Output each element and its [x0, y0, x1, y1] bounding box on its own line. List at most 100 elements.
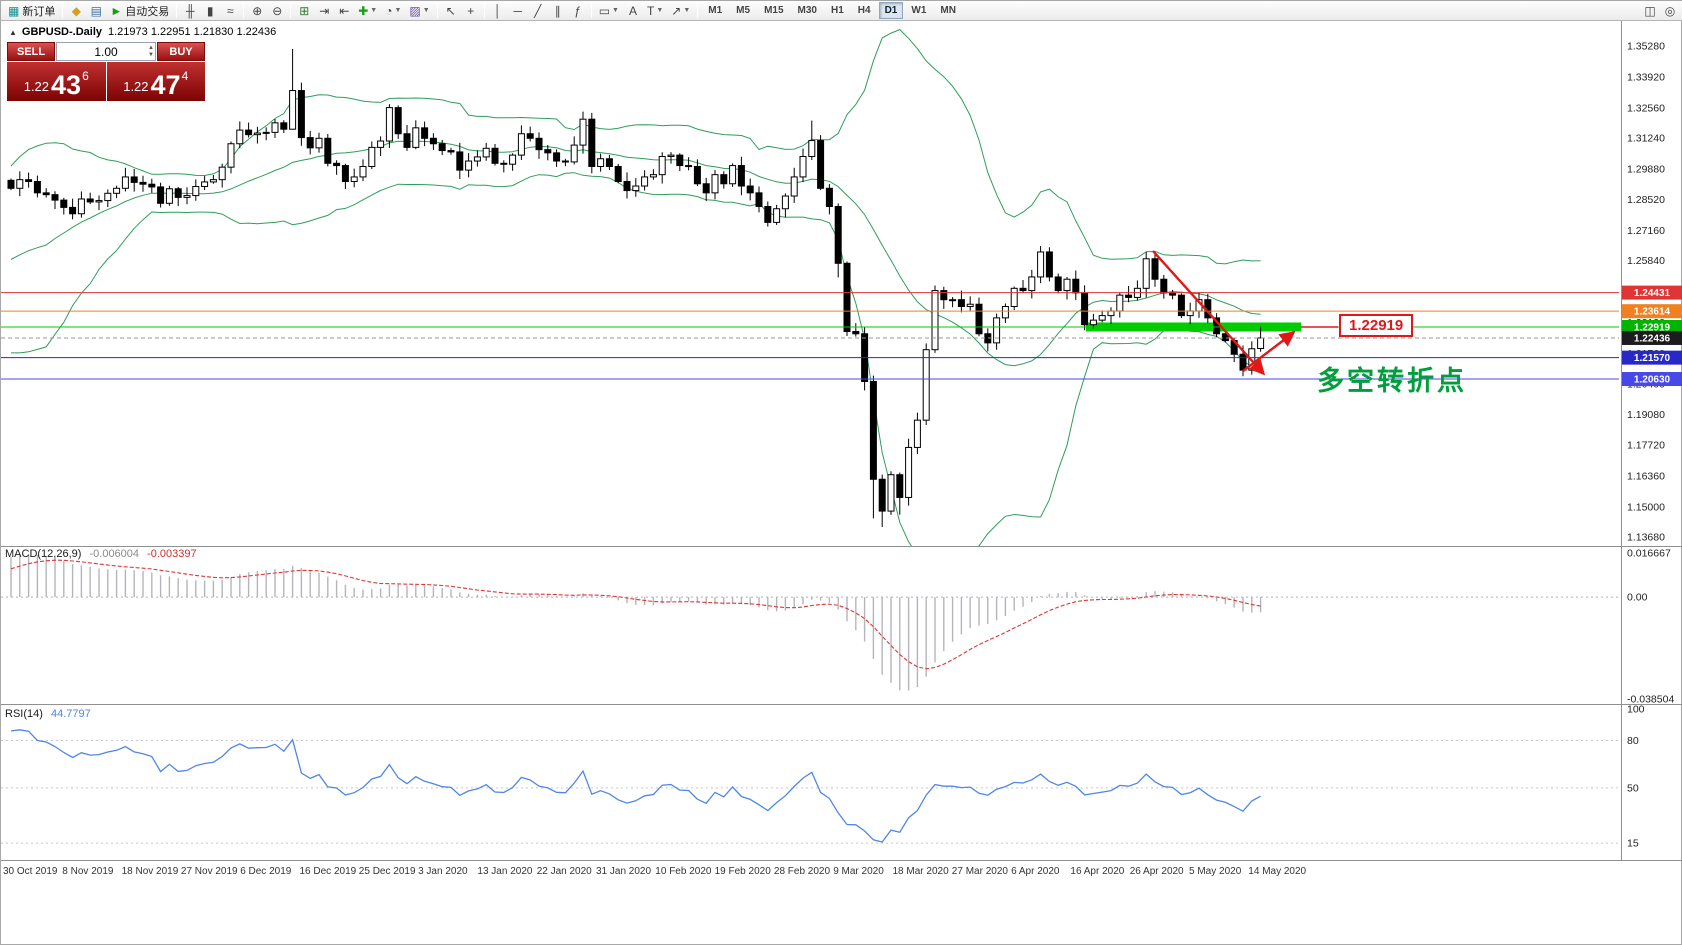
autotrading-button[interactable]: ► 自动交易	[106, 2, 173, 20]
rsi-axis-tick: 100	[1627, 704, 1645, 716]
profiles-icon[interactable]: ◔ ▼	[381, 2, 405, 20]
dropdown-caret-icon[interactable]: ▼	[394, 7, 402, 14]
price-tag-label: 1.22919	[1634, 322, 1671, 333]
dropdown-caret-icon[interactable]: ▼	[683, 7, 691, 14]
lot-size-input[interactable]	[71, 44, 141, 59]
rsi-line	[10, 729, 1261, 843]
zoom-out-icon[interactable]: ⊖	[267, 2, 287, 20]
history-icon[interactable]: ◆	[66, 2, 86, 20]
trend-arrow-object[interactable]	[1152, 250, 1266, 376]
vertical-line-icon[interactable]: │	[488, 2, 508, 20]
sell-price-button[interactable]: 1.22 43 6	[7, 62, 106, 101]
timeframe-button-h1[interactable]: H1	[830, 5, 844, 16]
timeframe-button-m1[interactable]: M1	[708, 5, 723, 16]
profiles-icon: ◔	[385, 3, 393, 18]
trendline-icon[interactable]: ╱	[528, 2, 548, 20]
sell-button[interactable]: SELL	[7, 42, 55, 61]
crosshair-icon: +	[467, 3, 475, 18]
one-click-trading-panel: SELL ▲ ▼ BUY 1.22 43 6 1.22 47 4	[7, 42, 205, 101]
timeframe-button-d1[interactable]: D1	[878, 2, 904, 19]
lot-spin-down-icon[interactable]: ▼	[148, 51, 154, 58]
sell-price-prefix: 1.22	[23, 79, 50, 94]
macd-axis-tick: 0.00	[1627, 592, 1648, 604]
turning-point-annotation: 多空转折点	[1317, 366, 1467, 396]
collapse-icon[interactable]: ▲	[9, 28, 17, 37]
window-tile-icon[interactable]: ◫	[1640, 2, 1660, 20]
dropdown-caret-icon[interactable]: ▼	[422, 7, 430, 14]
arrows-tool-icon[interactable]: ↗ ▼	[667, 2, 694, 20]
fibonacci-icon[interactable]: ƒ	[568, 2, 588, 20]
search-icon[interactable]: ◎	[1660, 2, 1680, 20]
price-axis-tick: 1.19080	[1627, 409, 1665, 421]
candlestick-chart-icon[interactable]: ▮	[200, 2, 220, 20]
ohlc-bars-icon[interactable]: ╫	[180, 2, 200, 20]
lot-spin-up-icon[interactable]: ▲	[148, 44, 154, 51]
timeframe-button-mn[interactable]: MN	[940, 5, 956, 16]
shapes-icon: ▭	[598, 3, 611, 18]
history-icon: ◆	[71, 3, 81, 18]
dropdown-caret-icon[interactable]: ▼	[370, 7, 378, 14]
price-callout-label[interactable]: 1.22919	[1339, 314, 1414, 337]
auto-scroll-icon[interactable]: ⇥	[314, 2, 334, 20]
dropdown-caret-icon[interactable]: ▼	[656, 7, 664, 14]
new-order-button[interactable]: ▦ 新订单	[4, 2, 59, 20]
zoom-in-icon[interactable]: ⊕	[247, 2, 267, 20]
channel-icon: ∥	[554, 3, 561, 18]
chart-ohlc-values: 1.21973 1.22951 1.21830 1.22436	[108, 26, 277, 38]
chart-shift-icon: ⇤	[339, 3, 350, 18]
horizontal-line-icon[interactable]: ─	[508, 2, 528, 20]
price-tag-label: 1.22436	[1634, 333, 1671, 344]
price-tag	[1622, 372, 1682, 387]
text-icon: A	[628, 3, 637, 18]
terminal-panel-icon: ▤	[90, 3, 103, 18]
line-chart-icon[interactable]: ≈	[220, 2, 240, 20]
indicators-icon[interactable]: ⊞	[294, 2, 314, 20]
toolbar-separator	[290, 3, 292, 18]
dropdown-caret-icon[interactable]: ▼	[612, 7, 619, 14]
new-chart-icon[interactable]: ✚ ▼	[354, 2, 381, 20]
timeframe-button-m5[interactable]: M5	[736, 5, 751, 16]
date-axis-label: 27 Nov 2019	[181, 866, 238, 877]
zoom-in-icon: ⊕	[252, 3, 263, 18]
date-axis-label: 6 Apr 2020	[1011, 866, 1060, 877]
timeframe-button-w1[interactable]: W1	[911, 5, 927, 16]
channel-icon[interactable]: ∥	[548, 2, 568, 20]
timeframe-button-m15[interactable]: M15	[764, 5, 784, 16]
text-icon[interactable]: A	[623, 2, 643, 20]
lot-spinner[interactable]: ▲ ▼	[148, 43, 154, 60]
shapes-icon[interactable]: ▭ ▼	[595, 2, 623, 20]
cursor-icon: ↖	[445, 3, 456, 18]
rsi-axis-tick: 15	[1627, 838, 1639, 850]
price-axis-tick: 1.27160	[1627, 225, 1665, 237]
price-axis-tick: 1.17720	[1627, 440, 1665, 452]
new-order-button: ▦	[8, 3, 20, 18]
cursor-icon[interactable]: ↖	[441, 2, 461, 20]
price-tag	[1622, 330, 1682, 345]
timeframe-toolbar: M1 M5 M15 M30 H1 H4 D1 W1 MN	[701, 2, 963, 19]
ohlc-bars-icon: ╫	[185, 3, 195, 18]
templates-icon[interactable]: ▨ ▼	[405, 2, 433, 20]
buy-button[interactable]: BUY	[157, 42, 205, 61]
chart-shift-icon[interactable]: ⇤	[334, 2, 354, 20]
chart-symbol-period: GBPUSD-.Daily	[21, 26, 102, 38]
line-chart-icon: ≈	[226, 3, 234, 18]
sell-price-pipette: 6	[82, 69, 89, 83]
buy-price-button[interactable]: 1.22 47 4	[106, 62, 205, 101]
timeframe-button-m30[interactable]: M30	[797, 5, 817, 16]
date-axis-label: 25 Dec 2019	[359, 866, 416, 877]
crosshair-icon[interactable]: +	[461, 2, 481, 20]
toolbar-separator	[697, 3, 699, 18]
macd-main-value: -0.006004	[89, 548, 140, 560]
timeframe-button-h4[interactable]: H4	[857, 5, 871, 16]
terminal-panel-icon[interactable]: ▤	[86, 2, 106, 20]
date-axis-label: 6 Dec 2019	[240, 866, 292, 877]
price-axis-tick: 1.35280	[1627, 41, 1665, 53]
window-tile-icon: ◫	[1644, 3, 1656, 18]
text-label-icon[interactable]: T ▼	[643, 2, 667, 20]
toolbar-separator	[590, 3, 592, 18]
trend-arrow-object[interactable]	[1242, 331, 1296, 372]
autotrading-button: ►	[110, 3, 123, 18]
autotrading-button-label: 自动交易	[125, 5, 170, 18]
